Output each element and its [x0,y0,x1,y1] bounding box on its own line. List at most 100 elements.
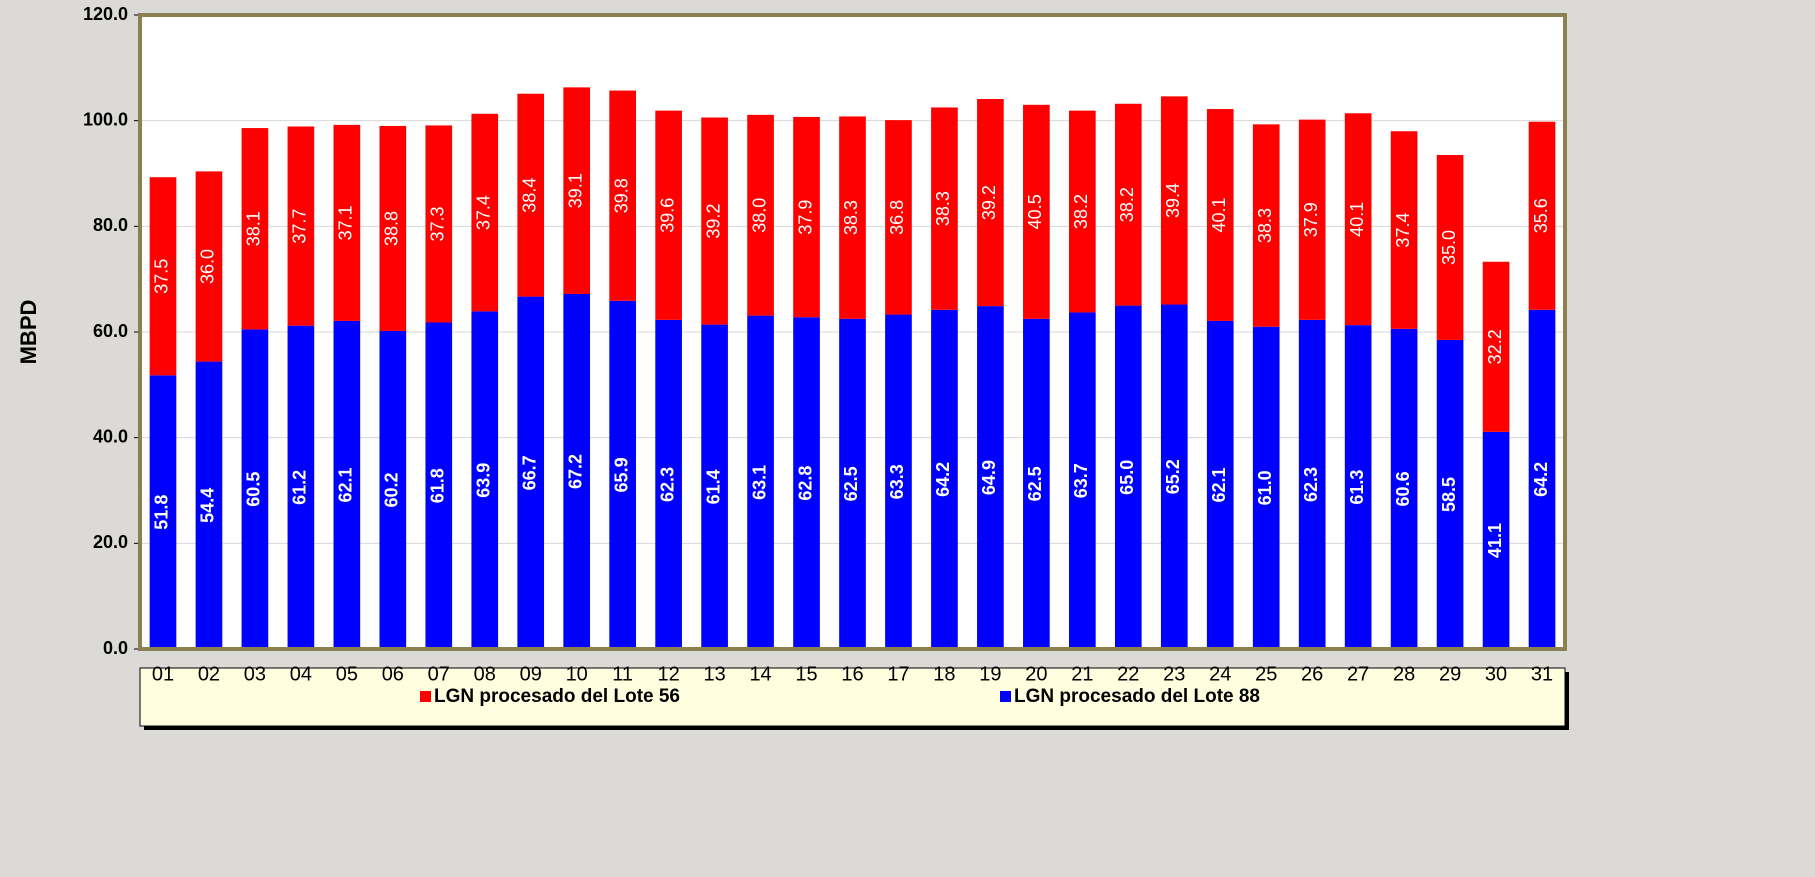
bar-segment [333,320,361,649]
bar-segment [1344,113,1372,326]
data-label: 65.9 [611,457,631,492]
legend-swatch [420,691,431,702]
data-label: 64.2 [933,462,953,497]
data-label: 37.4 [1393,213,1413,248]
y-tick-label: 60.0 [93,321,128,341]
x-tick-label: 06 [382,663,404,685]
bar-segment [241,329,269,649]
legend-label: LGN procesado del Lote 88 [1014,686,1260,707]
y-tick-label: 100.0 [83,109,128,129]
x-tick-label: 01 [152,663,174,685]
data-label: 63.9 [474,463,494,498]
data-label: 60.2 [382,472,402,507]
bar-segment [1390,328,1418,649]
bar-segment [563,293,591,649]
bar-segment [1160,304,1188,649]
data-label: 37.5 [152,259,172,294]
plot-border [138,13,1567,651]
y-tick-label: 40.0 [93,426,128,446]
data-label: 36.8 [887,200,907,235]
bar-segment [977,99,1004,307]
bar-segment [931,309,958,649]
x-tick-label: 31 [1531,663,1553,685]
x-tick-label: 02 [198,663,220,685]
y-tick-label: 20.0 [93,532,128,552]
bar-segment [655,110,682,320]
data-label: 62.5 [1025,466,1045,501]
bar-segment [701,324,728,649]
data-label: 62.1 [336,467,356,502]
x-tick-label: 10 [566,663,588,685]
x-tick-label: 14 [749,663,771,685]
x-tick-label: 04 [290,663,312,685]
x-tick-label: 21 [1071,663,1093,685]
bar-segment [149,177,177,376]
y-axis-label: MBPD [16,300,41,365]
data-label: 67.2 [565,454,585,489]
bar-segment [793,317,820,649]
data-label: 38.4 [519,178,539,213]
data-label: 62.3 [1301,467,1321,502]
data-label: 60.5 [244,472,264,507]
bar-segment [1023,318,1050,649]
data-label: 41.1 [1485,523,1505,558]
data-label: 64.9 [979,460,999,495]
bar-segment [1298,119,1326,320]
data-label: 37.7 [290,209,310,244]
data-label: 58.5 [1439,477,1459,512]
bar-segment [931,107,958,310]
bar-segment [1528,121,1556,310]
x-tick-label: 29 [1439,663,1461,685]
bar-segment [1069,110,1096,313]
legend-swatch [1000,691,1011,702]
x-tick-label: 18 [933,663,955,685]
bar-segment [1160,96,1188,305]
data-label: 63.7 [1071,463,1091,498]
x-tick-label: 11 [612,663,633,685]
data-label: 61.4 [703,469,723,504]
bar-segment [793,116,820,318]
data-label: 65.2 [1163,459,1183,494]
bar-segment [471,113,499,312]
data-label: 39.1 [565,173,585,208]
x-tick-label: 24 [1209,663,1231,685]
data-label: 40.1 [1209,197,1229,232]
bar-segment [425,322,453,649]
x-tick-label: 15 [795,663,817,685]
data-label: 61.0 [1255,470,1275,505]
data-label: 39.8 [611,178,631,213]
data-label: 35.6 [1531,198,1551,233]
data-label: 64.2 [1531,462,1551,497]
x-tick-label: 27 [1347,663,1369,685]
data-label: 38.8 [382,211,402,246]
bar-segment [747,114,774,316]
data-label: 62.8 [795,466,815,501]
data-label: 37.1 [336,205,356,240]
x-tick-label: 26 [1301,663,1323,685]
data-label: 40.1 [1347,202,1367,237]
bar-segment [885,120,912,315]
bar-segment [195,361,223,649]
x-tick-label: 09 [520,663,542,685]
x-tick-label: 20 [1025,663,1047,685]
bar-segment [1114,103,1142,306]
x-tick-label: 19 [979,663,1001,685]
data-label: 39.4 [1163,183,1183,218]
data-label: 66.7 [519,455,539,490]
x-tick-label: 16 [841,663,863,685]
data-label: 39.6 [657,198,677,233]
bar-segment [379,330,407,649]
data-label: 38.1 [244,211,264,246]
data-label: 60.6 [1393,471,1413,506]
x-tick-label: 28 [1393,663,1415,685]
bar-segment [1114,305,1142,649]
bar-segment [517,296,545,649]
data-label: 38.0 [749,198,769,233]
bar-segment [1390,131,1418,329]
bar-segment [241,128,269,330]
data-label: 62.3 [657,467,677,502]
x-tick-label: 30 [1485,663,1507,685]
bar-segment [287,126,315,326]
bar-segment [1023,104,1050,319]
